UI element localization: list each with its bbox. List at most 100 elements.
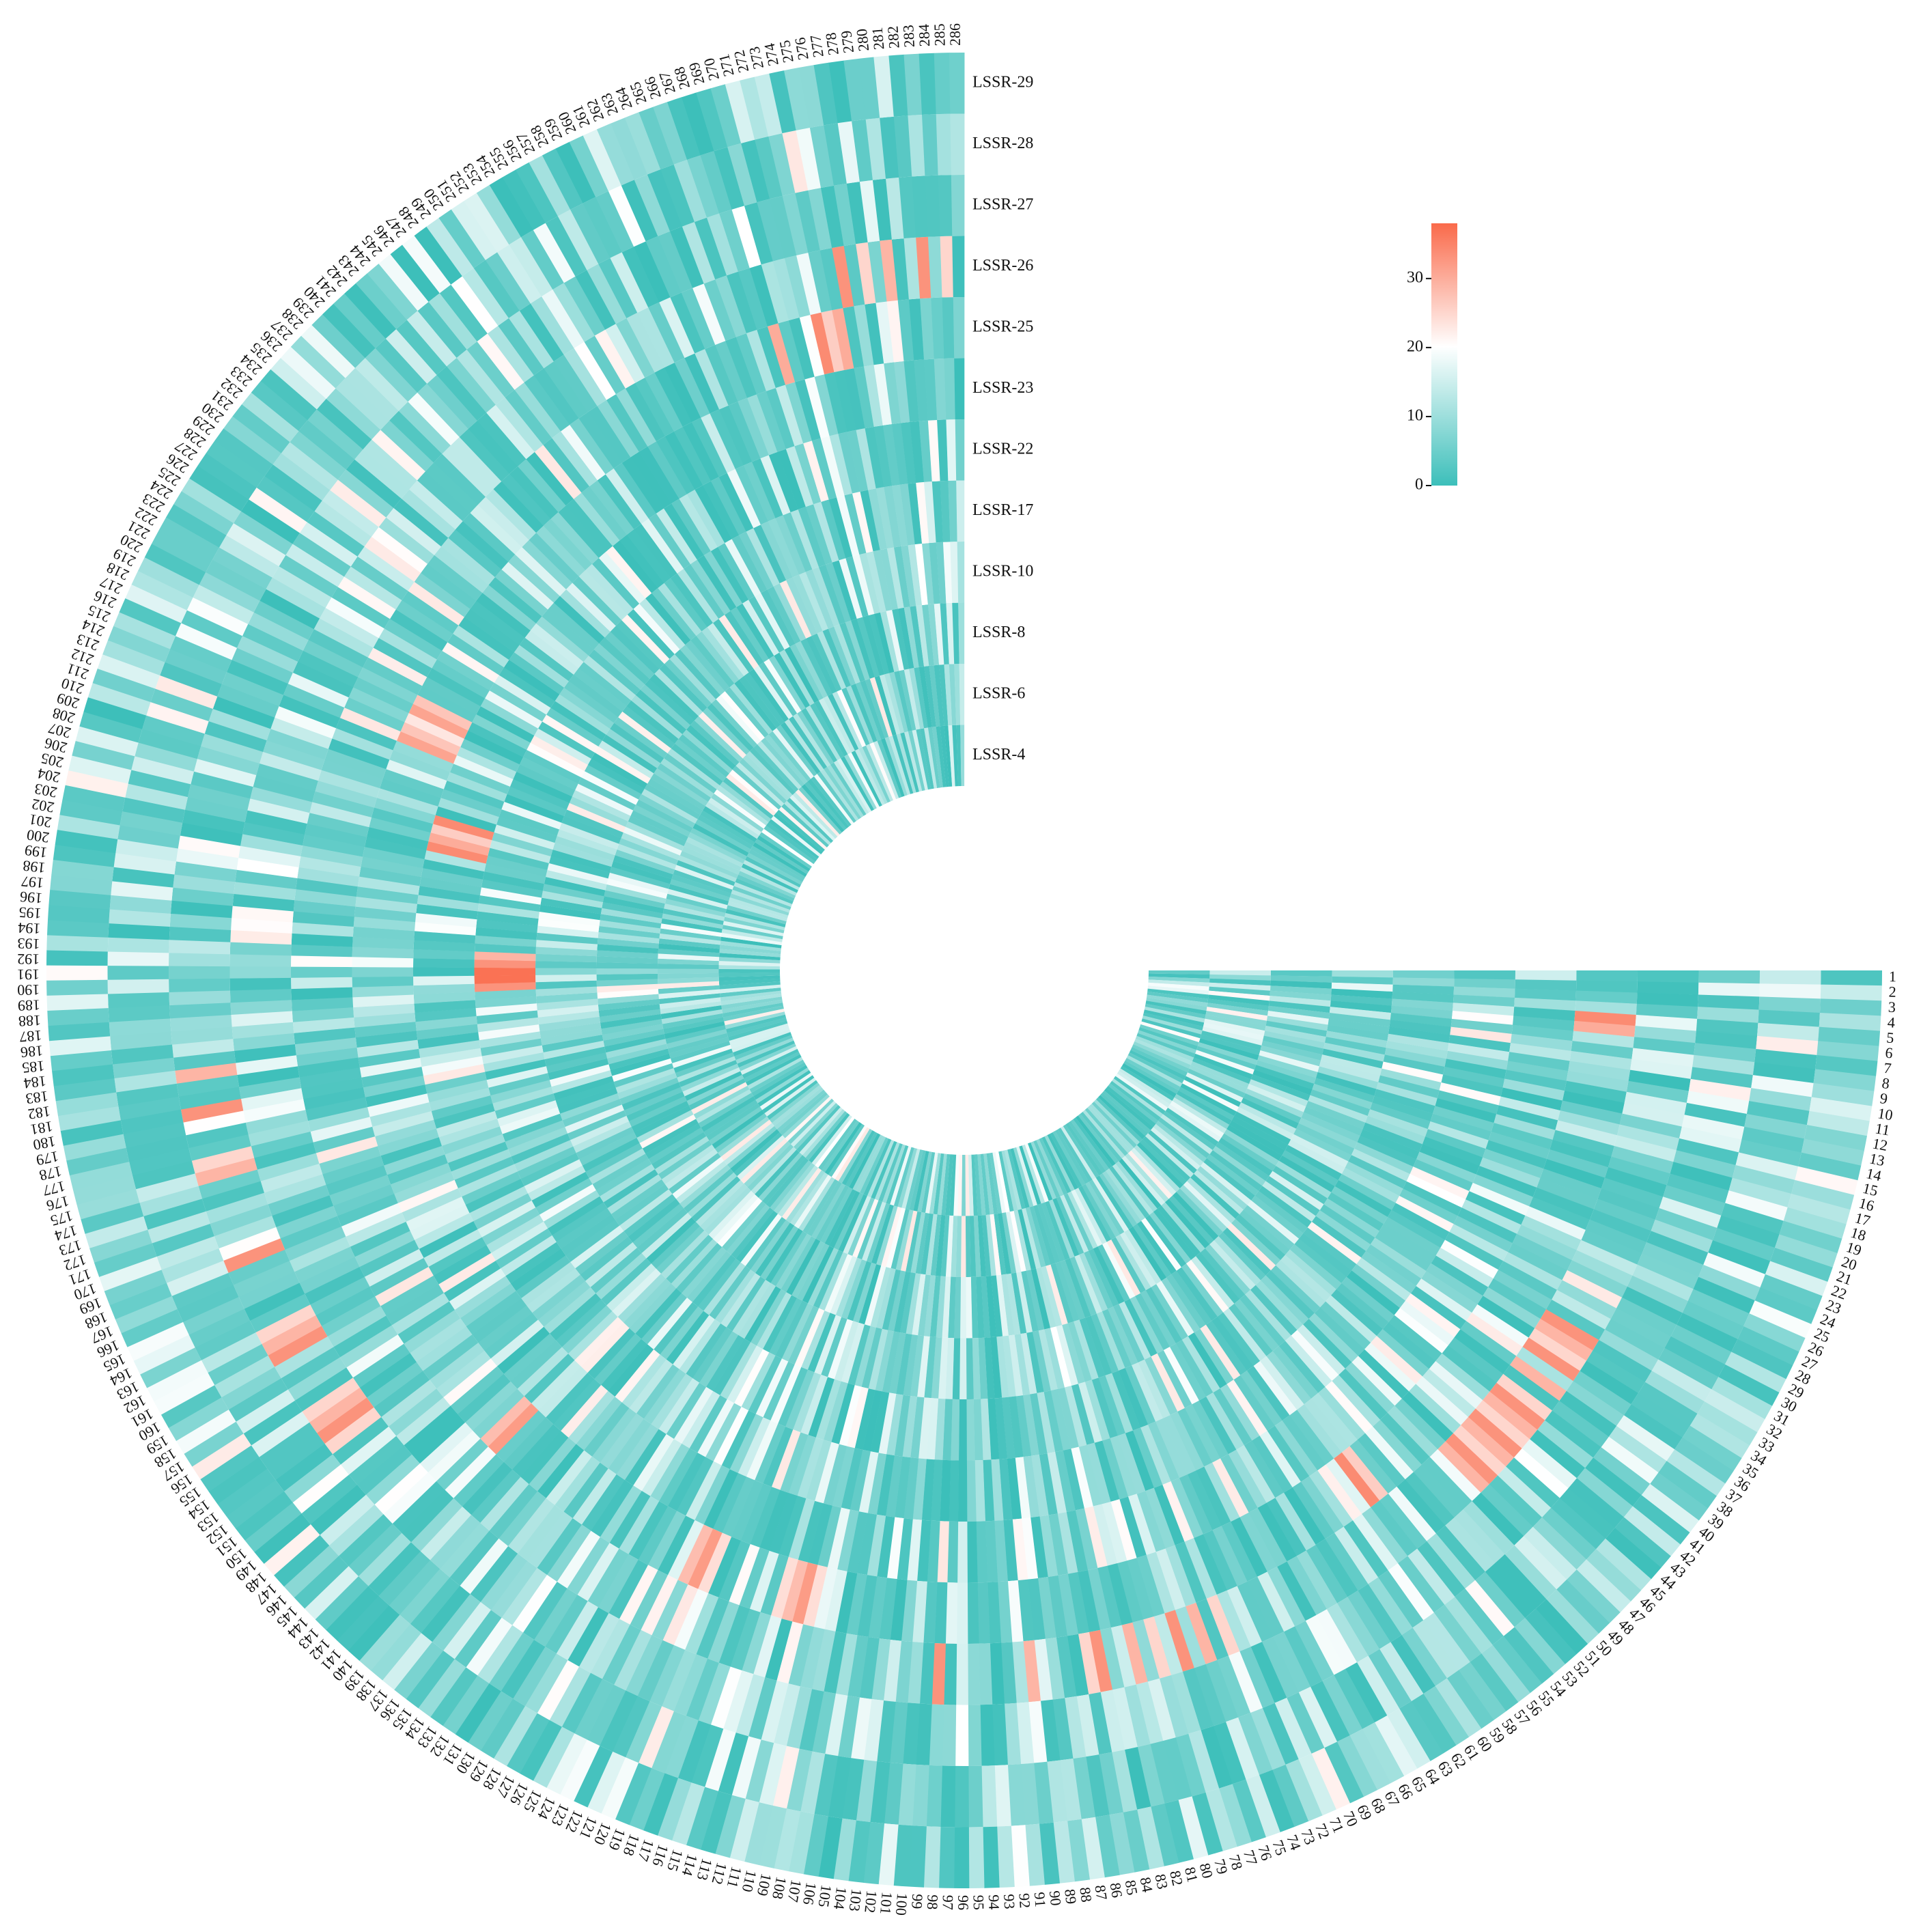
heatmap-cell-lssr-8-236	[690, 720, 740, 766]
heatmap-cell-lssr-28-67	[1321, 1675, 1362, 1736]
heatmap-cell-lssr-8-216	[626, 821, 684, 851]
heatmap-cell-lssr-6-52	[1125, 1153, 1169, 1203]
heatmap-cell-lssr-10-177	[546, 1052, 608, 1074]
heatmap-cell-lssr-4-264	[873, 740, 899, 800]
heatmap-cell-lssr-22-59	[1240, 1370, 1282, 1426]
heatmap-cell-lssr-10-40	[1254, 1190, 1308, 1233]
heatmap-cell-lssr-17-53	[1239, 1294, 1285, 1347]
heatmap-cell-lssr-25-262	[695, 348, 729, 410]
heatmap-cell-lssr-4-4	[1148, 979, 1210, 987]
heatmap-cell-lssr-10-172	[555, 1081, 616, 1107]
sample-label: 8	[1881, 1074, 1890, 1092]
heatmap-cell-lssr-8-123	[802, 1246, 834, 1304]
heatmap-cell-lssr-25-190	[291, 977, 352, 990]
heatmap-cell-lssr-29-42	[1623, 1506, 1681, 1556]
heatmap-cell-lssr-27-99	[916, 1703, 932, 1765]
heatmap-cell-lssr-29-20	[1774, 1234, 1838, 1268]
heatmap-cell-lssr-25-256	[634, 377, 674, 436]
heatmap-cell-lssr-29-161	[154, 1372, 215, 1415]
heatmap-cell-lssr-28-231	[281, 441, 339, 490]
heatmap-cell-lssr-27-70	[1261, 1636, 1299, 1698]
heatmap-cell-lssr-26-252	[563, 348, 607, 406]
heatmap-cell-lssr-23-227	[453, 625, 509, 668]
heatmap-cell-lssr-28-158	[228, 1377, 288, 1422]
heatmap-cell-lssr-27-194	[169, 926, 232, 942]
heatmap-cell-lssr-17-77	[1091, 1377, 1118, 1439]
heatmap-cell-lssr-4-95	[965, 1154, 970, 1216]
heatmap-cell-lssr-8-85	[1015, 1272, 1033, 1333]
heatmap-cell-lssr-28-147	[320, 1494, 375, 1546]
heatmap-cell-lssr-27-144	[392, 1481, 445, 1533]
heatmap-cell-lssr-28-257	[557, 209, 599, 270]
heatmap-cell-lssr-28-167	[171, 1272, 234, 1309]
heatmap-cell-lssr-28-234	[307, 409, 363, 460]
heatmap-cell-lssr-17-188	[475, 989, 537, 1000]
heatmap-cell-lssr-27-12	[1684, 1102, 1747, 1128]
heatmap-cell-lssr-27-39	[1552, 1401, 1610, 1448]
heatmap-cell-lssr-26-112	[764, 1618, 793, 1681]
heatmap-cell-lssr-29-222	[158, 517, 220, 560]
heatmap-cell-lssr-4-113	[893, 1147, 914, 1207]
heatmap-cell-lssr-29-115	[671, 1782, 705, 1845]
heatmap-cell-lssr-28-103	[856, 1759, 878, 1822]
heatmap-cell-lssr-23-166	[402, 1188, 462, 1222]
heatmap-cell-lssr-25-91	[1007, 1580, 1024, 1642]
heatmap-cell-lssr-28-237	[335, 378, 390, 430]
heatmap-cell-lssr-28-1	[1759, 970, 1821, 985]
heatmap-cell-lssr-25-89	[1028, 1578, 1046, 1640]
heatmap-cell-lssr-4-244	[804, 781, 847, 830]
heatmap-cell-lssr-25-54	[1349, 1440, 1397, 1494]
heatmap-cell-lssr-27-45	[1505, 1457, 1560, 1509]
heatmap-cell-lssr-8-188	[597, 983, 658, 993]
heatmap-cell-lssr-26-149	[395, 1397, 451, 1446]
heatmap-cell-lssr-27-219	[248, 612, 309, 651]
heatmap-cell-lssr-23-268	[775, 384, 804, 447]
heatmap-cell-lssr-27-37	[1566, 1381, 1624, 1427]
heatmap-cell-lssr-22-79	[1094, 1440, 1120, 1502]
heatmap-cell-lssr-27-226	[292, 533, 351, 577]
heatmap-cell-lssr-17-13	[1383, 1054, 1445, 1075]
heatmap-cell-lssr-4-122	[859, 1137, 889, 1194]
heatmap-cell-lssr-27-286	[951, 174, 965, 236]
heatmap-cell-lssr-8-113	[858, 1264, 882, 1325]
heatmap-cell-lssr-25-247	[552, 431, 598, 487]
heatmap-cell-lssr-28-70	[1286, 1692, 1325, 1754]
heatmap-cell-lssr-23-103	[886, 1517, 904, 1580]
heatmap-cell-lssr-10-278	[901, 545, 916, 607]
heatmap-cell-lssr-4-268	[888, 736, 911, 796]
heatmap-cell-lssr-23-249	[605, 468, 649, 524]
heatmap-cell-lssr-25-232	[434, 546, 489, 593]
heatmap-cell-lssr-22-72	[1147, 1421, 1179, 1482]
heatmap-cell-lssr-6-154	[712, 1110, 765, 1149]
heatmap-cell-lssr-4-176	[725, 1014, 786, 1033]
heatmap-cell-lssr-27-127	[567, 1607, 609, 1667]
sample-label: 85	[1122, 1879, 1142, 1896]
heatmap-cell-lssr-28-250	[473, 260, 520, 318]
heatmap-cell-lssr-17-12	[1384, 1048, 1446, 1067]
heatmap-cell-lssr-4-227	[759, 832, 813, 869]
heatmap-cell-lssr-6-172	[672, 1044, 732, 1068]
heatmap-cell-lssr-29-104	[833, 1818, 856, 1881]
heatmap-cell-lssr-26-131	[557, 1530, 600, 1588]
heatmap-cell-lssr-26-43	[1475, 1400, 1530, 1449]
heatmap-cell-lssr-6-238	[742, 755, 790, 801]
heatmap-cell-lssr-26-25	[1581, 1229, 1642, 1265]
heatmap-cell-lssr-22-42	[1341, 1276, 1394, 1323]
heatmap-cell-lssr-6-207	[667, 888, 728, 910]
heatmap-cell-lssr-17-218	[519, 757, 578, 790]
heatmap-cell-lssr-8-79	[1046, 1264, 1068, 1326]
heatmap-cell-lssr-25-101	[901, 1580, 918, 1642]
heatmap-cell-lssr-23-88	[1030, 1516, 1048, 1578]
heatmap-cell-lssr-23-149	[490, 1319, 544, 1367]
heatmap-cell-lssr-8-183	[599, 1009, 661, 1023]
heatmap-cell-lssr-26-107	[824, 1631, 847, 1694]
heatmap-cell-lssr-8-242	[716, 695, 761, 744]
heatmap-cell-lssr-22-53	[1278, 1341, 1326, 1393]
heatmap-cell-lssr-28-277	[824, 123, 847, 186]
heatmap-cell-lssr-4-258	[851, 751, 882, 807]
heatmap-cell-lssr-26-154	[359, 1352, 417, 1398]
heatmap-cell-lssr-25-70	[1212, 1526, 1248, 1586]
heatmap-cell-lssr-29-200	[55, 829, 118, 854]
heatmap-cell-lssr-28-19	[1721, 1203, 1784, 1235]
heatmap-cell-lssr-27-80	[1147, 1678, 1176, 1741]
